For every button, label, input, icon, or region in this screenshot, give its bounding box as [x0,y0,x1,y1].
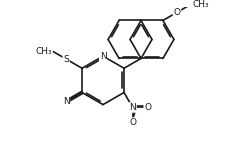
Text: CH₃: CH₃ [192,0,209,9]
Text: O: O [144,103,151,112]
Text: N: N [100,52,106,61]
Text: S: S [63,54,69,63]
Text: O: O [129,118,136,127]
Text: N: N [63,97,69,106]
Text: O: O [174,8,181,17]
Text: CH₃: CH₃ [35,47,52,56]
Text: N: N [129,103,136,112]
